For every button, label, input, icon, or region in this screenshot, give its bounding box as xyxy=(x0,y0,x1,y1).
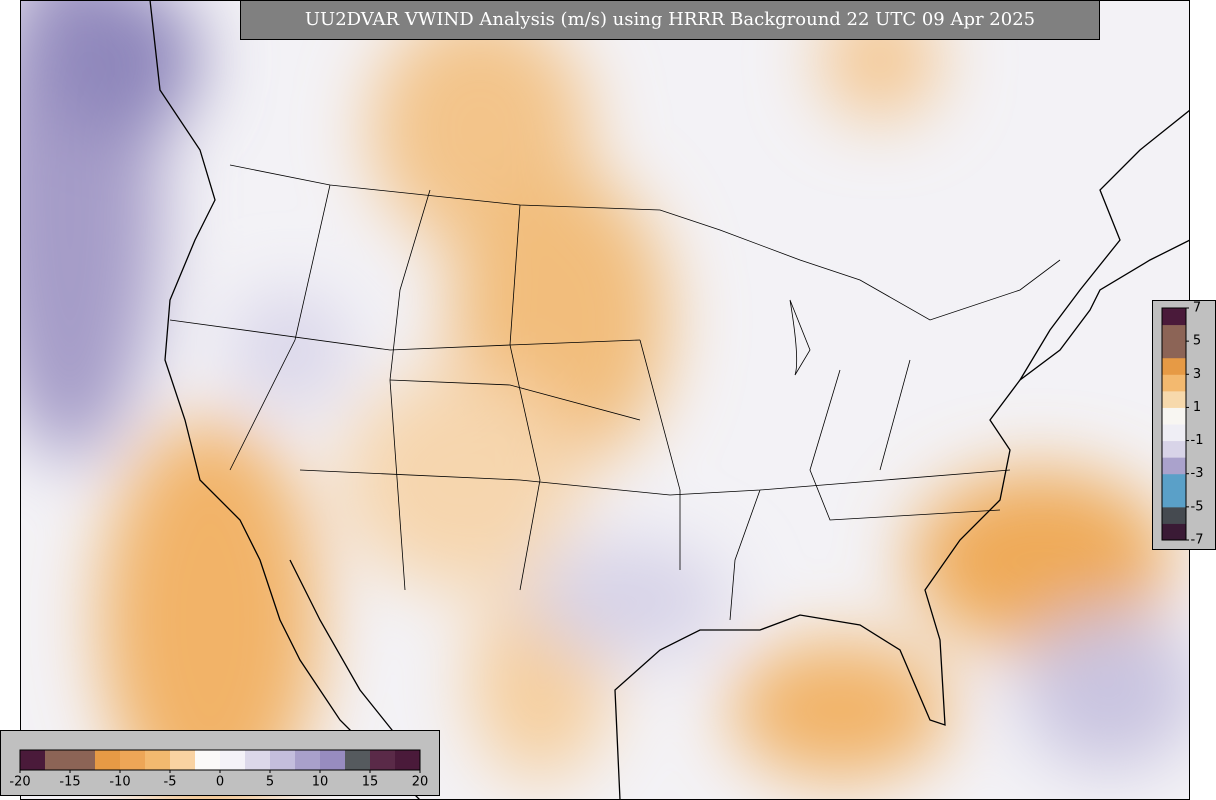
colorbar-tick-label: -7 xyxy=(1191,533,1204,548)
colorbar-segment xyxy=(1162,357,1186,375)
colorbar-tick-label: -15 xyxy=(59,775,80,790)
colorbar-segment xyxy=(1162,473,1186,491)
colorbar-segment xyxy=(1162,341,1186,359)
colorbar-segment xyxy=(70,750,96,770)
colorbar-tick-label: 20 xyxy=(412,775,429,790)
colorbar-segment xyxy=(20,750,46,770)
colorbar-segment xyxy=(1162,390,1186,408)
colorbar-tick-label: 10 xyxy=(312,775,329,790)
colorbar-segment xyxy=(170,750,196,770)
colorbar-tick-label: -3 xyxy=(1191,466,1204,481)
colorbar-segment xyxy=(145,750,171,770)
colorbar-segment xyxy=(370,750,396,770)
colorbar-segment xyxy=(1162,424,1186,442)
title: UU2DVAR VWIND Analysis (m/s) using HRRR … xyxy=(305,9,1035,30)
title-box xyxy=(240,0,1100,40)
colorbar-tick-label: 5 xyxy=(266,775,274,790)
colorbar-tick-label: 3 xyxy=(1193,367,1201,382)
colorbar-segment xyxy=(95,750,121,770)
colorbar-segment xyxy=(195,750,221,770)
colorbar-segment xyxy=(295,750,321,770)
colorbar-tick-label: 1 xyxy=(1193,400,1201,415)
colorbar-segment xyxy=(1162,523,1186,541)
borders xyxy=(169,164,1061,621)
colorbar-segment xyxy=(45,750,71,770)
colorbar-segment xyxy=(320,750,346,770)
colorbar-segment xyxy=(345,750,371,770)
colorbar-segment xyxy=(120,750,146,770)
colorbar-outline xyxy=(1161,307,1187,541)
colorbar-segment xyxy=(1162,374,1186,392)
colorbar-tick-label: 15 xyxy=(362,775,379,790)
colorbar-segment xyxy=(1162,440,1186,458)
colorbar-tick-label: -5 xyxy=(1191,499,1204,514)
colorbar-segment xyxy=(1162,457,1186,475)
colorbar-segment xyxy=(1162,308,1186,326)
colorbar-tick-label: -20 xyxy=(9,775,30,790)
colorbar-tick-label: 7 xyxy=(1193,301,1201,316)
colorbar-tick-label: 5 xyxy=(1193,334,1201,349)
colorbar-segment xyxy=(395,750,421,770)
colorbar-segment xyxy=(1162,324,1186,342)
colorbar-segment xyxy=(1162,407,1186,425)
colorbar-segment xyxy=(270,750,296,770)
colorbar-tick-label: -1 xyxy=(1191,433,1204,448)
colorbar-segment xyxy=(220,750,246,770)
colorbar-segment xyxy=(1162,506,1186,524)
colorbar-segment xyxy=(1162,490,1186,508)
colorbar-tick-label: -10 xyxy=(109,775,130,790)
colorbar-tick-label: -5 xyxy=(164,775,177,790)
colorbar-tick-label: 0 xyxy=(216,775,224,790)
colorbar-segment xyxy=(245,750,271,770)
